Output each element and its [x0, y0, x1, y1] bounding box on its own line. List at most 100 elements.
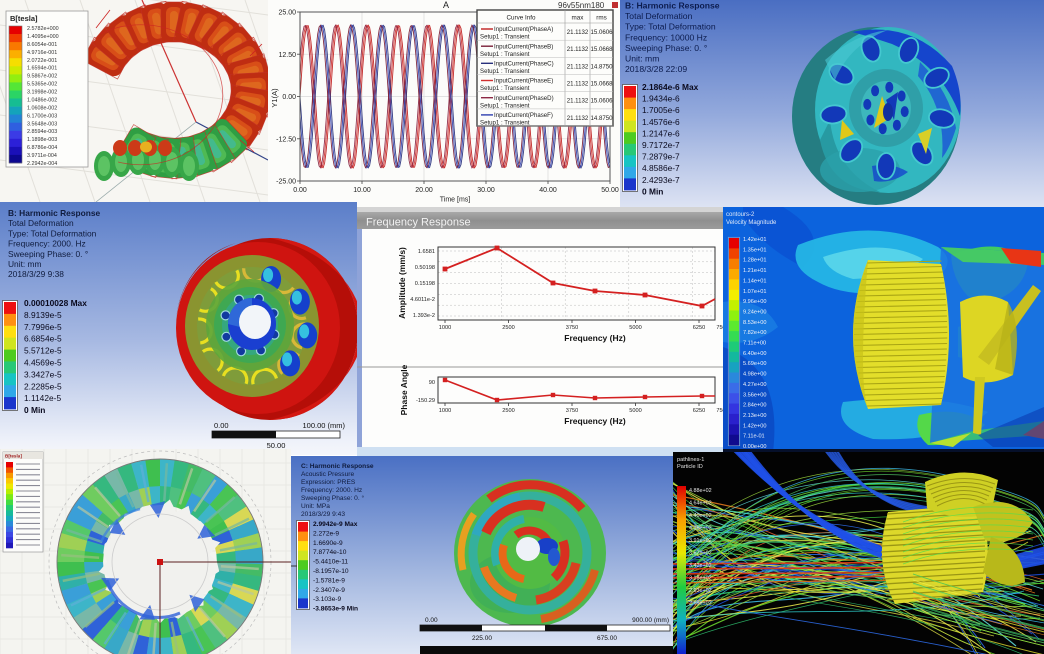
svg-text:1.6581: 1.6581 — [418, 249, 435, 255]
svg-text:21.1132: 21.1132 — [567, 46, 589, 53]
svg-text:2500: 2500 — [502, 408, 514, 414]
svg-text:-25.00: -25.00 — [276, 179, 296, 186]
svg-text:3.42e+02: 3.42e+02 — [689, 563, 712, 569]
svg-text:9.24e+00: 9.24e+00 — [743, 309, 767, 315]
svg-text:-5.4410e-11: -5.4410e-11 — [313, 559, 348, 566]
svg-text:21.1132: 21.1132 — [567, 63, 589, 70]
svg-text:Type: Total Deformation: Type: Total Deformation — [8, 228, 97, 238]
svg-text:2.1864e-6 Max: 2.1864e-6 Max — [642, 82, 699, 92]
svg-text:4.8586e-7: 4.8586e-7 — [642, 163, 680, 173]
svg-text:40.00: 40.00 — [539, 187, 557, 194]
svg-text:3750: 3750 — [566, 325, 578, 331]
svg-text:3.18e+02: 3.18e+02 — [689, 576, 712, 582]
svg-text:9.7172e-7: 9.7172e-7 — [642, 140, 680, 150]
svg-text:100.00 (mm): 100.00 (mm) — [302, 421, 345, 430]
svg-text:2018/3/28 22:09: 2018/3/28 22:09 — [625, 64, 687, 74]
svg-text:Particle ID: Particle ID — [677, 464, 703, 470]
svg-text:0 Min: 0 Min — [642, 186, 663, 196]
svg-text:5.69e+00: 5.69e+00 — [743, 361, 767, 367]
svg-text:1.1142e-5: 1.1142e-5 — [24, 393, 61, 403]
svg-text:Frequency: 2000. Hz: Frequency: 2000. Hz — [8, 239, 86, 249]
svg-text:Total Deformation: Total Deformation — [625, 11, 693, 21]
svg-text:Setup1 : Transient: Setup1 : Transient — [480, 34, 530, 41]
svg-text:900.00 (mm): 900.00 (mm) — [632, 617, 669, 624]
svg-text:B[tesla]: B[tesla] — [10, 14, 38, 23]
svg-text:4.64e+02: 4.64e+02 — [689, 501, 712, 507]
svg-text:1.9434e-6: 1.9434e-6 — [642, 94, 680, 104]
svg-text:21.1132: 21.1132 — [567, 98, 589, 105]
svg-text:4.6011e-2: 4.6011e-2 — [410, 297, 435, 303]
svg-text:7.11e-01: 7.11e-01 — [743, 434, 765, 440]
svg-text:675.00: 675.00 — [597, 635, 617, 642]
svg-text:Frequency (Hz): Frequency (Hz) — [564, 416, 626, 426]
svg-text:15.0606: 15.0606 — [590, 98, 613, 105]
svg-text:225.00: 225.00 — [472, 635, 492, 642]
svg-text:B[tesla]: B[tesla] — [5, 454, 22, 459]
svg-text:InputCurrent(PhaseE): InputCurrent(PhaseE) — [494, 78, 553, 85]
svg-text:1.42e+01: 1.42e+01 — [743, 237, 767, 243]
svg-text:21.1132: 21.1132 — [567, 29, 589, 36]
svg-text:pathlines-1: pathlines-1 — [677, 457, 704, 463]
svg-text:0.00e+00: 0.00e+00 — [743, 444, 767, 450]
svg-text:1.4095e+000: 1.4095e+000 — [27, 34, 59, 40]
svg-text:-3.8653e-9 Min: -3.8653e-9 Min — [313, 606, 358, 613]
svg-text:2.93e+02: 2.93e+02 — [689, 588, 712, 594]
svg-text:Type: Total Deformation: Type: Total Deformation — [625, 22, 716, 32]
svg-text:Setup1 : Transient: Setup1 : Transient — [480, 85, 530, 92]
svg-text:750: 750 — [716, 325, 723, 331]
svg-text:rms: rms — [596, 15, 607, 22]
svg-text:50.00: 50.00 — [267, 441, 286, 450]
svg-text:50.00: 50.00 — [601, 187, 619, 194]
svg-text:6250: 6250 — [693, 325, 705, 331]
svg-text:Y1(A): Y1(A) — [270, 88, 279, 108]
svg-text:Sweeping Phase: 0. °: Sweeping Phase: 0. ° — [625, 43, 707, 53]
svg-text:4.88e+02: 4.88e+02 — [689, 488, 712, 494]
svg-text:1.07e+01: 1.07e+01 — [743, 289, 767, 295]
svg-text:1000: 1000 — [439, 325, 451, 331]
svg-text:25.00: 25.00 — [278, 10, 296, 17]
svg-text:0.15198: 0.15198 — [415, 281, 435, 287]
svg-text:2.13e+00: 2.13e+00 — [743, 413, 767, 419]
svg-text:1.14e+01: 1.14e+01 — [743, 278, 767, 284]
svg-text:3.56e+00: 3.56e+00 — [743, 392, 767, 398]
svg-text:2.8594e-003: 2.8594e-003 — [27, 129, 57, 135]
svg-text:Frequency: 10000 Hz: Frequency: 10000 Hz — [625, 32, 707, 42]
svg-text:2018/3/29 9:38: 2018/3/29 9:38 — [8, 269, 64, 279]
svg-text:14.8750: 14.8750 — [590, 115, 613, 122]
svg-text:Sweeping Phase: 0. °: Sweeping Phase: 0. ° — [301, 494, 364, 502]
svg-text:1.6690e-9: 1.6690e-9 — [313, 540, 343, 547]
svg-text:0.00: 0.00 — [293, 187, 307, 194]
svg-text:max: max — [572, 15, 585, 22]
svg-text:0.00: 0.00 — [214, 421, 229, 430]
svg-text:0.50198: 0.50198 — [415, 265, 435, 271]
svg-text:2018/3/29 9:43: 2018/3/29 9:43 — [301, 511, 345, 518]
svg-text:12.50: 12.50 — [278, 52, 296, 59]
svg-text:Amplitude (mm/s): Amplitude (mm/s) — [397, 247, 407, 319]
svg-text:14.8750: 14.8750 — [590, 63, 613, 70]
svg-text:-1.5781e-9: -1.5781e-9 — [313, 577, 345, 584]
svg-text:2.4293e-7: 2.4293e-7 — [642, 175, 680, 185]
svg-text:4.16e+02: 4.16e+02 — [689, 526, 712, 532]
svg-text:InputCurrent(PhaseA): InputCurrent(PhaseA) — [494, 26, 553, 33]
svg-text:1.6594e-001: 1.6594e-001 — [27, 66, 57, 72]
svg-text:1.393e-2: 1.393e-2 — [413, 313, 435, 319]
svg-text:2.5782e+000: 2.5782e+000 — [27, 26, 59, 32]
svg-text:Setup1 : Transient: Setup1 : Transient — [480, 119, 530, 126]
svg-text:Phase Angle: Phase Angle — [399, 364, 409, 415]
svg-text:Acoustic Pressure: Acoustic Pressure — [301, 471, 354, 478]
svg-text:Unit: MPa: Unit: MPa — [301, 503, 330, 510]
svg-text:2.84e+00: 2.84e+00 — [743, 403, 767, 409]
svg-text:96v55nm180: 96v55nm180 — [558, 1, 605, 10]
svg-text:3.91e+02: 3.91e+02 — [689, 538, 712, 544]
svg-text:5.5712e-5: 5.5712e-5 — [24, 346, 62, 356]
svg-text:2500: 2500 — [502, 325, 514, 331]
svg-text:1.4576e-6: 1.4576e-6 — [642, 117, 680, 127]
svg-text:-150.29: -150.29 — [416, 398, 435, 404]
svg-text:3.5648e-003: 3.5648e-003 — [27, 121, 57, 127]
svg-text:B: Harmonic Response: B: Harmonic Response — [625, 1, 720, 11]
svg-text:7.82e+00: 7.82e+00 — [743, 330, 767, 336]
svg-text:6.40e+00: 6.40e+00 — [743, 351, 767, 357]
svg-text:2.2942e-004: 2.2942e-004 — [27, 161, 57, 167]
svg-text:0.00010028 Max: 0.00010028 Max — [24, 298, 87, 308]
svg-text:Frequency (Hz): Frequency (Hz) — [564, 333, 626, 343]
